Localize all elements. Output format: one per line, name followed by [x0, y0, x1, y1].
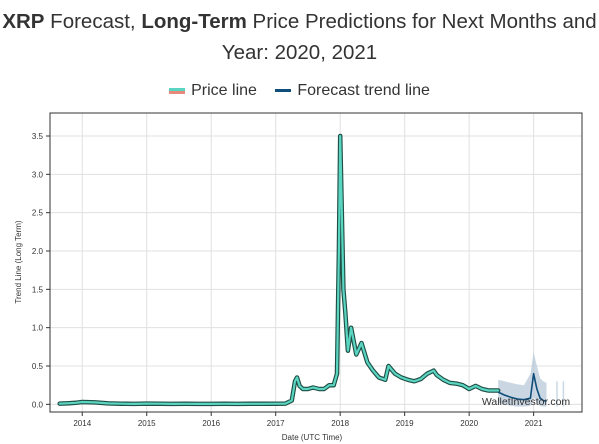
- title-text-1: Forecast,: [44, 10, 142, 33]
- y-tick-label: 0.5: [32, 362, 44, 371]
- title-text-3: Year: 2020, 2021: [221, 41, 378, 64]
- y-axis-label: Trend Line (Long Term): [14, 220, 23, 303]
- axis-ticks: 2014 2015 2016 2017 2018 2019 2020 2021 0.0 0.5 1.…: [32, 132, 543, 428]
- x-tick-label: 2020: [460, 419, 478, 428]
- x-tick-label: 2021: [525, 419, 543, 428]
- title-coin: XRP: [2, 10, 45, 33]
- y-tick-label: 2.0: [32, 247, 44, 256]
- title-text-2: Price Predictions for Next Months and: [246, 10, 597, 33]
- legend-price-label: Price line: [191, 82, 257, 99]
- y-tick-label: 2.5: [32, 209, 44, 218]
- x-tick-label: 2015: [138, 419, 156, 428]
- y-tick-label: 3.0: [32, 170, 44, 179]
- price-line-outline: [57, 133, 501, 407]
- y-tick-label: 1.0: [32, 324, 44, 333]
- forecast-confidence-band: [498, 352, 565, 407]
- title-emphasis: Long-Term: [141, 10, 247, 33]
- x-tick-label: 2017: [267, 419, 285, 428]
- chart-series-lines: [57, 133, 547, 407]
- forecast-band-extra: [562, 381, 565, 407]
- legend-forecast-label: Forecast trend line: [297, 82, 430, 99]
- watermark: WalletInvestor.com: [482, 396, 571, 408]
- forecast-trend-line: [497, 372, 547, 403]
- forecast-band-area: [498, 352, 547, 407]
- y-tick-label: 0.0: [32, 400, 44, 409]
- chart-grid: [50, 113, 582, 412]
- x-tick-label: 2014: [73, 419, 91, 428]
- chart-title: XRP Forecast, Long-Term Price Prediction…: [0, 6, 599, 68]
- x-tick-label: 2018: [331, 419, 349, 428]
- price-line-swatch-icon: [169, 87, 186, 94]
- plot-frame: [49, 112, 583, 413]
- forecast-band-extra: [556, 381, 558, 407]
- x-tick-label: 2016: [202, 419, 220, 428]
- y-tick-label: 3.5: [32, 132, 44, 141]
- y-tick-label: 1.5: [32, 285, 44, 294]
- chart-legend: Price line Forecast trend line: [0, 82, 599, 100]
- legend-item-forecast[interactable]: Forecast trend line: [275, 82, 430, 100]
- price-line: [58, 134, 500, 405]
- legend-item-price[interactable]: Price line: [169, 82, 257, 100]
- x-tick-label: 2019: [396, 419, 414, 428]
- plot-border: [49, 112, 583, 413]
- forecast-line-swatch-icon: [275, 89, 292, 93]
- x-axis-label: Date (UTC Time): [282, 433, 343, 442]
